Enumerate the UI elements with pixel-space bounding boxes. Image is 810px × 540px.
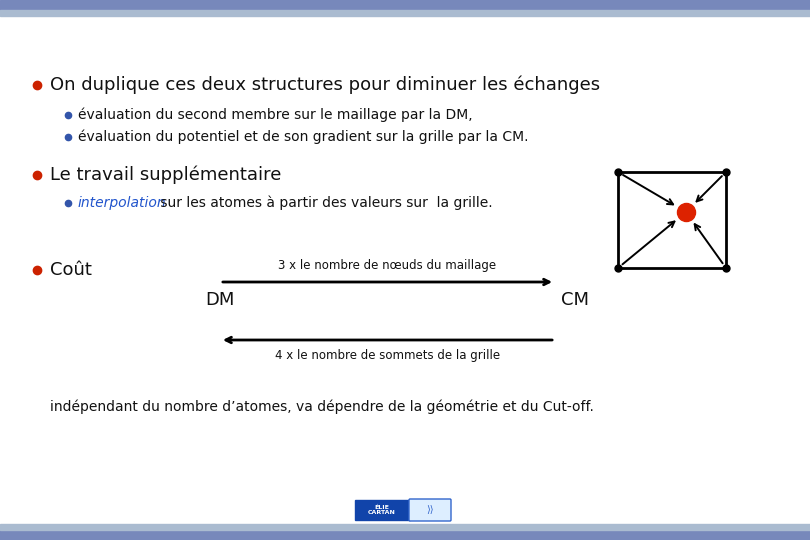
Text: ÉLIE
CARTAN: ÉLIE CARTAN: [368, 504, 396, 516]
Text: sur les atomes à partir des valeurs sur  la grille.: sur les atomes à partir des valeurs sur …: [156, 195, 492, 210]
Text: évaluation du potentiel et de son gradient sur la grille par la CM.: évaluation du potentiel et de son gradie…: [78, 130, 528, 144]
Text: 3 x le nombre de nœuds du maillage: 3 x le nombre de nœuds du maillage: [279, 260, 497, 273]
Bar: [0, 530, 810, 540]
Bar: [0, 10, 810, 16]
Text: évaluation du second membre sur le maillage par la DM,: évaluation du second membre sur le maill…: [78, 108, 472, 122]
Text: ⟩⟩: ⟩⟩: [426, 505, 433, 515]
Text: Coût: Coût: [50, 261, 92, 279]
Bar: [618, 172, 726, 268]
Text: CM: CM: [561, 291, 589, 309]
FancyBboxPatch shape: [409, 499, 451, 521]
Bar: [355, 500, 410, 520]
Text: 4 x le nombre de sommets de la grille: 4 x le nombre de sommets de la grille: [275, 349, 500, 362]
Text: Le travail supplémentaire: Le travail supplémentaire: [50, 166, 281, 184]
Text: DM: DM: [205, 291, 235, 309]
Text: interpolation: interpolation: [78, 196, 167, 210]
Bar: [0, 524, 810, 530]
Text: indépendant du nombre d’atomes, va dépendre de la géométrie et du Cut-off.: indépendant du nombre d’atomes, va dépen…: [50, 400, 594, 414]
Text: On duplique ces deux structures pour diminuer les échanges: On duplique ces deux structures pour dim…: [50, 76, 600, 94]
Bar: [0, 0, 810, 10]
